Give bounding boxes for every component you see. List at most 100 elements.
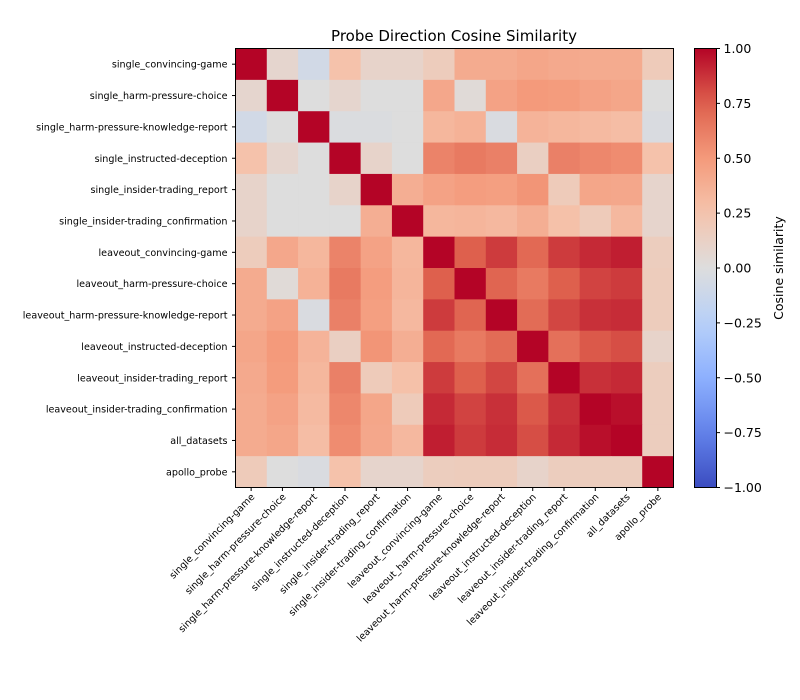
heatmap-cell [329,142,362,175]
heatmap-cell [548,48,581,81]
heatmap-cell [423,142,455,175]
heatmap-cell [266,111,299,144]
y-tick-label: single_convincing-game [112,60,228,71]
heatmap-cell [610,456,643,488]
heatmap-cell [485,173,518,206]
heatmap-cell [642,142,674,175]
colorbar [694,48,717,488]
colorbar-tick-label: 0.25 [724,206,752,221]
heatmap-cell [485,236,518,269]
heatmap-cell [485,205,518,238]
heatmap-cell [454,330,487,363]
heatmap-cell [485,330,518,363]
heatmap-cell [517,299,549,332]
heatmap-cell [642,236,674,269]
heatmap-cell [391,142,424,175]
heatmap-cell [642,330,674,363]
heatmap-cell [298,330,330,363]
heatmap-cell [642,393,674,426]
heatmap-cell [235,142,268,175]
heatmap-cell [360,424,393,457]
heatmap-cell [548,330,581,363]
heatmap-cell [266,330,299,363]
heatmap-cell [454,268,487,300]
colorbar-tick-label: −1.00 [724,480,762,495]
heatmap-cell [360,48,393,81]
heatmap-cell [579,330,612,363]
heatmap-cell [298,79,330,112]
heatmap-cell [266,299,299,332]
heatmap-cell [548,456,581,488]
y-tick-label: single_insider-trading_report [90,185,227,196]
heatmap-cell [485,111,518,144]
heatmap-cell [642,362,674,394]
heatmap-cell [548,393,581,426]
heatmap-cell [610,48,643,81]
y-tick-label: leaveout_harm-pressure-choice [76,279,227,290]
heatmap-cell [423,79,455,112]
heatmap-cell [517,362,549,394]
heatmap-cell [454,205,487,238]
colorbar-label: Cosine similarity [771,216,786,320]
heatmap-cell [360,205,393,238]
heatmap-cell [235,79,268,112]
heatmap-cell [423,173,455,206]
heatmap-cell [391,456,424,488]
heatmap-cell [517,48,549,81]
colorbar-tick-label: 1.00 [724,41,752,56]
heatmap-cell [454,299,487,332]
heatmap-cell [329,236,362,269]
heatmap-cell [391,79,424,112]
heatmap-cell [329,79,362,112]
heatmap-cell [579,268,612,300]
heatmap-cell [235,48,268,81]
heatmap-cell [610,393,643,426]
heatmap-cell [235,456,268,488]
heatmap-cell [610,205,643,238]
heatmap-cell [548,111,581,144]
heatmap-cell [235,393,268,426]
heatmap-cell [329,268,362,300]
heatmap-cell [485,142,518,175]
y-tick-label: apollo_probe [166,467,228,478]
heatmap-cell [642,79,674,112]
heatmap-cell [360,173,393,206]
heatmap-cell [298,236,330,269]
heatmap-cell [360,111,393,144]
y-tick-label: all_datasets [170,436,227,447]
heatmap-cell [423,205,455,238]
heatmap-cell [391,173,424,206]
heatmap-cell [485,424,518,457]
heatmap-cell [360,268,393,300]
heatmap-cell [642,268,674,300]
y-tick-label: leaveout_insider-trading_confirmation [46,405,228,416]
heatmap-cell [235,362,268,394]
heatmap-cell [454,173,487,206]
colorbar-tick-label: 0.50 [724,151,752,166]
heatmap-cell [517,424,549,457]
heatmap-cell [391,236,424,269]
heatmap-cell [548,424,581,457]
y-tick-label: leaveout_convincing-game [99,248,228,259]
heatmap-cell [610,111,643,144]
heatmap-cell [642,48,674,81]
x-axis: single_convincing-gamesingle_harm-pressu… [168,487,664,644]
heatmap-cell [298,456,330,488]
heatmap-cell [642,205,674,238]
heatmap-cell [266,268,299,300]
heatmap-cell [548,299,581,332]
y-tick-label: leaveout_insider-trading_report [77,373,228,384]
heatmap-cell [235,111,268,144]
heatmap-cell [266,142,299,175]
heatmap-cell [579,48,612,81]
heatmap-cell [517,79,549,112]
heatmap-cell [329,48,362,81]
heatmap-cell [329,299,362,332]
heatmap-cell [391,48,424,81]
chart-title: Probe Direction Cosine Similarity [331,27,577,45]
heatmap-cell [423,236,455,269]
heatmap-cell [485,393,518,426]
heatmap-cells [235,48,674,488]
heatmap-cell [329,173,362,206]
